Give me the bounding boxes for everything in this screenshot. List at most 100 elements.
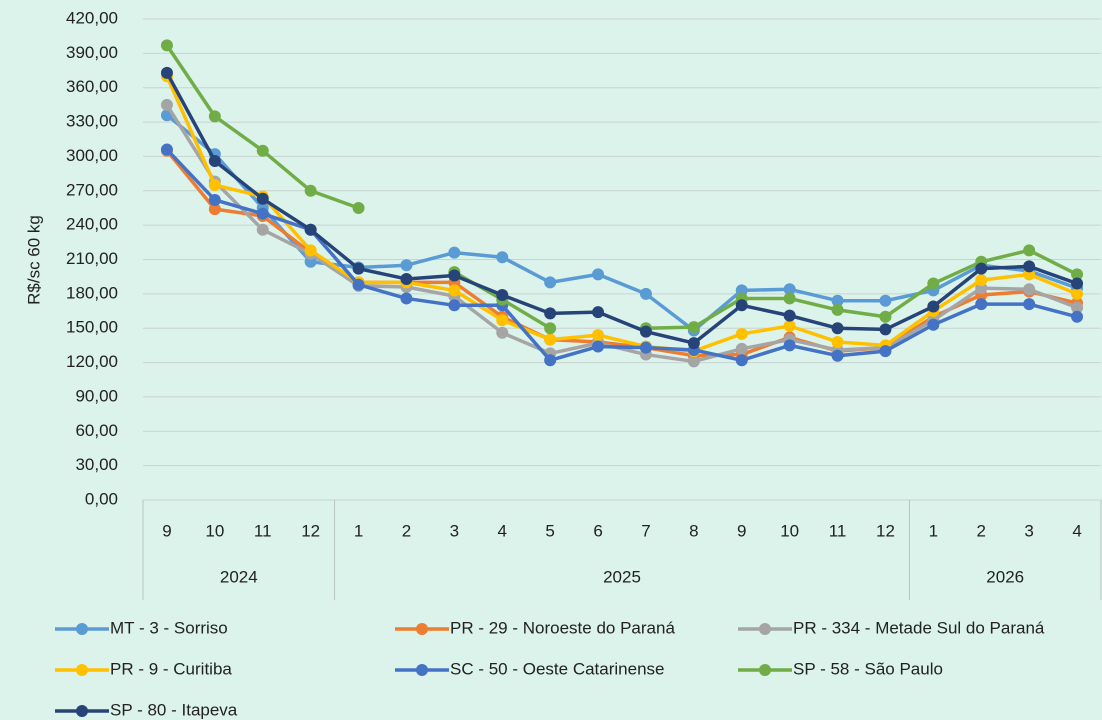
series-line bbox=[165, 113, 1078, 333]
data-point bbox=[927, 300, 940, 313]
data-point bbox=[927, 277, 940, 290]
y-tick-label: 330,00 bbox=[66, 112, 118, 131]
x-group-label: 2024 bbox=[220, 567, 258, 586]
x-group-label: 2025 bbox=[603, 567, 641, 586]
x-tick-label: 2 bbox=[977, 521, 986, 540]
data-point bbox=[687, 321, 700, 334]
x-tick-label: 1 bbox=[929, 521, 938, 540]
data-point bbox=[831, 335, 844, 348]
data-point bbox=[544, 307, 557, 320]
y-tick-label: 120,00 bbox=[66, 352, 118, 371]
x-tick-label: 10 bbox=[205, 521, 224, 540]
data-point bbox=[256, 192, 269, 205]
data-point bbox=[687, 337, 700, 350]
data-point bbox=[208, 203, 221, 216]
data-point bbox=[160, 98, 173, 111]
x-tick-label: 3 bbox=[450, 521, 459, 540]
data-point bbox=[735, 342, 748, 355]
y-axis-title: R$/sc 60 kg bbox=[24, 215, 43, 305]
legend-label: PR - 9 - Curitiba bbox=[110, 659, 232, 678]
x-tick-label: 1 bbox=[354, 521, 363, 540]
data-point bbox=[1071, 310, 1084, 323]
data-point bbox=[352, 201, 365, 214]
legend-marker bbox=[416, 623, 428, 635]
data-point bbox=[400, 259, 413, 272]
data-point bbox=[256, 223, 269, 236]
data-point bbox=[1023, 244, 1036, 257]
x-tick-label: 12 bbox=[301, 521, 320, 540]
data-point bbox=[448, 299, 461, 312]
legend-label: PR - 334 - Metade Sul do Paraná bbox=[793, 618, 1045, 637]
data-point bbox=[160, 66, 173, 79]
data-point bbox=[544, 276, 557, 289]
x-tick-label: 7 bbox=[641, 521, 650, 540]
data-point bbox=[687, 355, 700, 368]
x-tick-label: 8 bbox=[689, 521, 698, 540]
data-point bbox=[975, 262, 988, 275]
data-point bbox=[160, 143, 173, 156]
data-point bbox=[352, 278, 365, 291]
x-tick-label: 4 bbox=[1072, 521, 1081, 540]
x-tick-label: 5 bbox=[545, 521, 554, 540]
data-point bbox=[1023, 298, 1036, 311]
y-tick-label: 0,00 bbox=[85, 489, 118, 508]
legend-label: SP - 80 - Itapeva bbox=[110, 700, 238, 719]
y-tick-label: 180,00 bbox=[66, 283, 118, 302]
y-tick-label: 390,00 bbox=[66, 43, 118, 62]
data-point bbox=[1023, 283, 1036, 296]
data-point bbox=[496, 314, 509, 327]
x-tick-label: 4 bbox=[498, 521, 507, 540]
data-point bbox=[208, 110, 221, 123]
data-point bbox=[544, 322, 557, 335]
data-point bbox=[975, 298, 988, 311]
data-point bbox=[256, 144, 269, 157]
x-tick-label: 9 bbox=[162, 521, 171, 540]
data-point bbox=[639, 341, 652, 354]
y-tick-label: 210,00 bbox=[66, 249, 118, 268]
data-point bbox=[831, 322, 844, 335]
data-point bbox=[879, 310, 892, 323]
data-point bbox=[592, 329, 605, 342]
data-point bbox=[927, 318, 940, 331]
data-point bbox=[448, 269, 461, 282]
data-point bbox=[1023, 260, 1036, 273]
data-point bbox=[1071, 268, 1084, 281]
data-point bbox=[1071, 277, 1084, 290]
legend-label: PR - 29 - Noroeste do Paraná bbox=[450, 618, 675, 637]
y-tick-label: 30,00 bbox=[75, 455, 118, 474]
data-point bbox=[592, 306, 605, 319]
x-tick-label: 9 bbox=[737, 521, 746, 540]
data-point bbox=[544, 333, 557, 346]
legend-label: SP - 58 - São Paulo bbox=[793, 659, 943, 678]
series-line bbox=[165, 75, 1078, 353]
y-tick-label: 360,00 bbox=[66, 77, 118, 96]
data-point bbox=[544, 354, 557, 367]
data-point bbox=[1071, 287, 1084, 300]
x-group-label: 2026 bbox=[986, 567, 1024, 586]
data-point bbox=[256, 207, 269, 220]
legend-marker bbox=[759, 664, 771, 676]
y-tick-label: 420,00 bbox=[66, 8, 118, 27]
data-point bbox=[831, 349, 844, 362]
data-point bbox=[496, 326, 509, 339]
legend-marker bbox=[759, 623, 771, 635]
data-point bbox=[352, 262, 365, 275]
x-tick-label: 11 bbox=[829, 521, 847, 540]
data-point bbox=[639, 287, 652, 300]
data-point bbox=[879, 294, 892, 307]
data-point bbox=[208, 193, 221, 206]
data-point bbox=[735, 354, 748, 367]
data-point bbox=[783, 319, 796, 332]
data-point bbox=[735, 299, 748, 312]
x-tick-label: 6 bbox=[593, 521, 602, 540]
data-point bbox=[879, 323, 892, 336]
data-point bbox=[448, 246, 461, 259]
data-point bbox=[639, 325, 652, 338]
data-point bbox=[1071, 301, 1084, 314]
data-point bbox=[735, 327, 748, 340]
data-point bbox=[975, 274, 988, 287]
x-tick-label: 10 bbox=[780, 521, 799, 540]
data-point bbox=[304, 184, 317, 197]
legend-marker bbox=[76, 623, 88, 635]
